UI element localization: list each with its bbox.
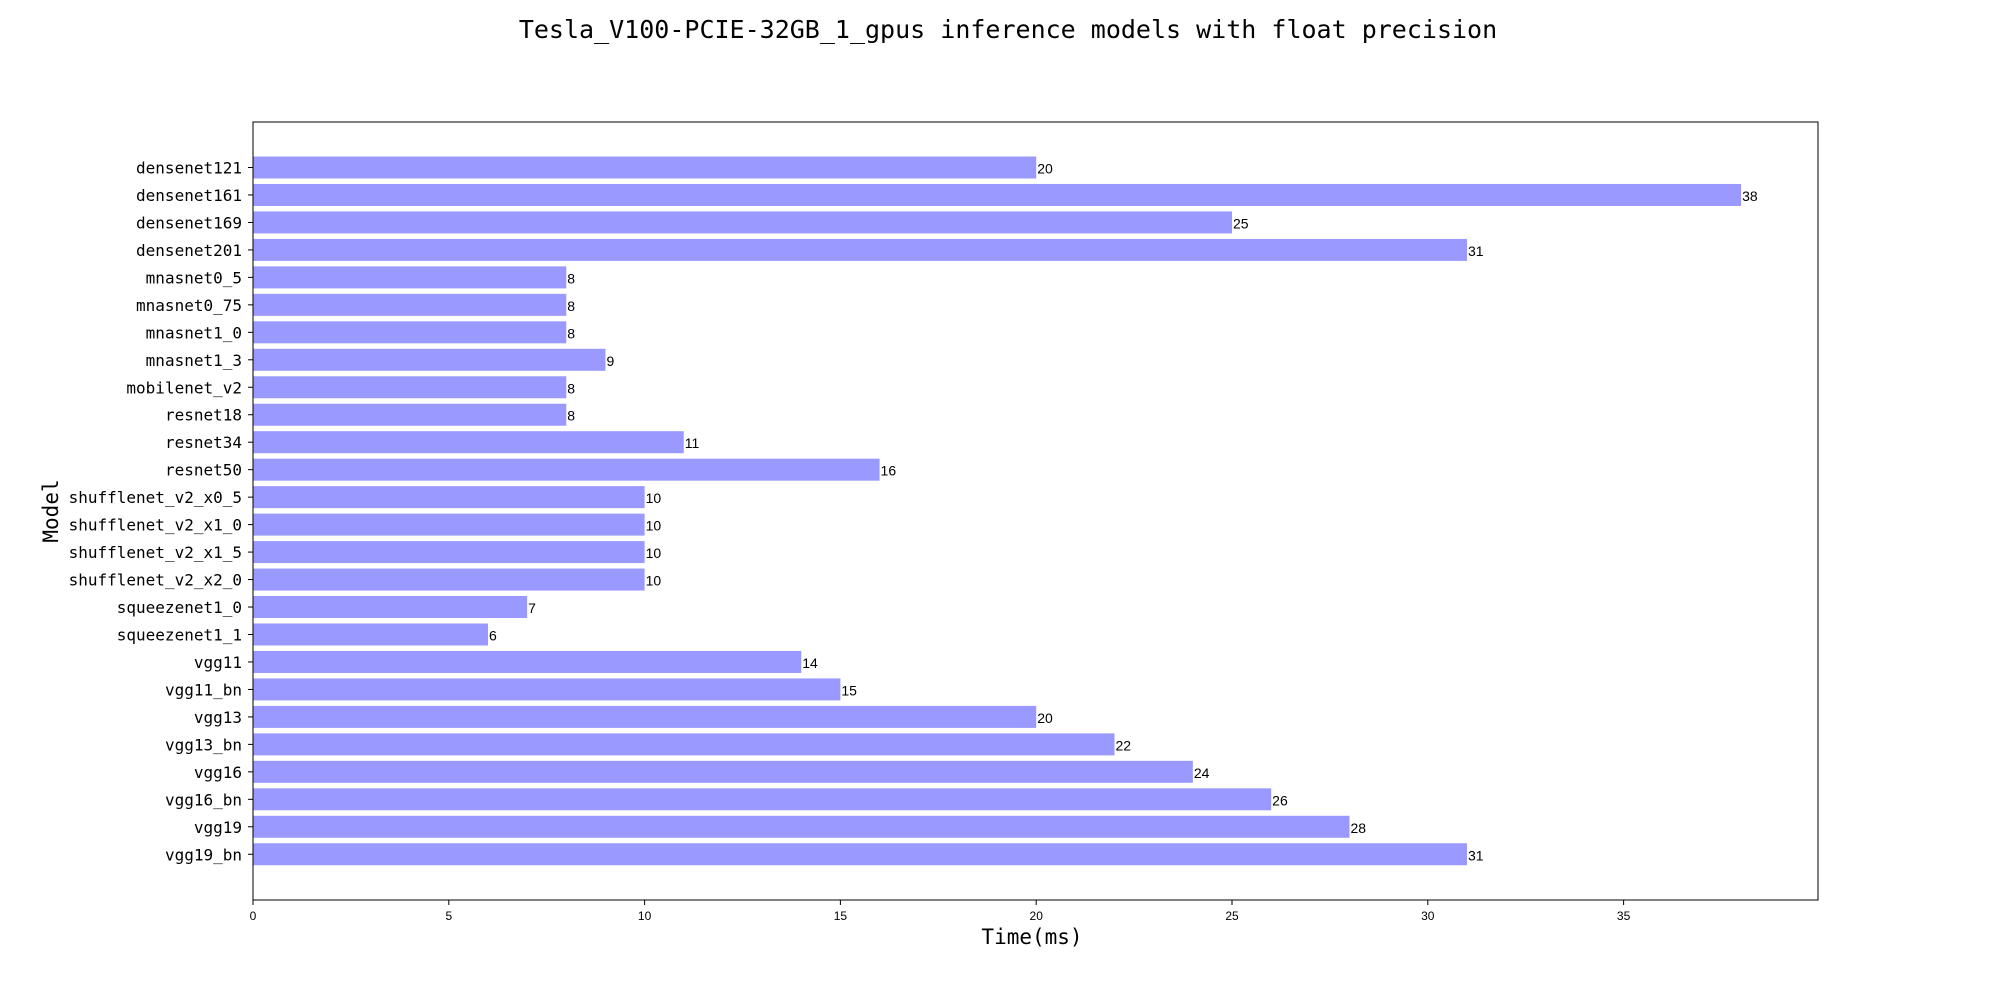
y-tick-label: shufflenet_v2_x1_0: [69, 516, 242, 535]
data-label: 38: [1742, 188, 1758, 204]
y-tick-label: mnasnet1_3: [146, 351, 242, 370]
data-label: 14: [802, 655, 818, 671]
data-label: 20: [1037, 161, 1053, 177]
data-label: 31: [1468, 243, 1484, 259]
y-tick-label: vgg16_bn: [165, 790, 242, 809]
y-tick-label: squeezenet1_0: [117, 598, 242, 617]
bar-vgg11: [253, 650, 802, 673]
bar-shufflenet_v2_x2_0: [253, 568, 645, 591]
y-tick-label: densenet201: [136, 241, 242, 260]
y-tick-label: vgg19: [194, 818, 242, 837]
data-label: 8: [567, 298, 575, 314]
bar-squeezenet1_1: [253, 623, 488, 646]
x-axis-label: Time(ms): [981, 925, 1082, 949]
x-tick-label: 5: [445, 909, 452, 923]
x-tick-label: 20: [1030, 909, 1044, 923]
bar-mnasnet0_5: [253, 266, 567, 289]
y-tick-label: mnasnet1_0: [146, 323, 242, 342]
bar-vgg13: [253, 705, 1037, 728]
data-label: 6: [489, 627, 497, 643]
x-tick-label: 15: [834, 909, 848, 923]
data-labels: 20 38 25 31 8 8 8 9 8 8 11 16 10 10 10 10 7 6 14 15 20 22 24 26…: [489, 161, 1758, 864]
data-label: 7: [528, 600, 536, 616]
y-axis-label: Model: [39, 479, 63, 542]
y-tick-label: vgg13_bn: [165, 735, 242, 754]
bar-densenet121: [253, 156, 1037, 179]
data-label: 10: [646, 573, 662, 589]
x-tick-label: 10: [638, 909, 652, 923]
data-label: 22: [1116, 737, 1132, 753]
bar-resnet18: [253, 403, 567, 426]
bar-mnasnet1_3: [253, 348, 606, 371]
plot-frame: [252, 121, 1819, 901]
bar-mobilenet_v2: [253, 376, 567, 399]
bar-densenet169: [253, 211, 1232, 234]
y-tick-label: densenet161: [136, 186, 242, 205]
bar-mnasnet0_75: [253, 293, 567, 316]
y-tick-label: resnet18: [165, 406, 242, 425]
y-tick-label: shufflenet_v2_x2_0: [69, 571, 242, 590]
data-label: 8: [567, 270, 575, 286]
bar-densenet161: [253, 183, 1742, 206]
bar-vgg16: [253, 760, 1193, 783]
data-label: 9: [606, 353, 614, 369]
y-tick-label: vgg19_bn: [165, 845, 242, 864]
x-axis-ticks: 0 5 10 15 20 25 30 35: [250, 900, 1631, 923]
bar-shufflenet_v2_x1_5: [253, 541, 645, 564]
data-label: 31: [1468, 847, 1484, 863]
bar-vgg19_bn: [253, 843, 1467, 866]
data-label: 25: [1233, 215, 1249, 231]
x-tick-label: 30: [1421, 909, 1435, 923]
x-tick-label: 0: [250, 909, 257, 923]
bar-shufflenet_v2_x0_5: [253, 486, 645, 509]
data-label: 10: [646, 545, 662, 561]
y-tick-label: vgg11: [194, 653, 242, 672]
bar-shufflenet_v2_x1_0: [253, 513, 645, 536]
bars-group: [253, 156, 1742, 866]
bar-vgg19: [253, 815, 1350, 838]
data-label: 15: [841, 682, 857, 698]
y-tick-label: vgg11_bn: [165, 680, 242, 699]
data-label: 26: [1272, 792, 1288, 808]
y-tick-label: vgg13: [194, 708, 242, 727]
y-tick-label: vgg16: [194, 763, 242, 782]
bar-resnet34: [253, 431, 684, 454]
data-label: 10: [646, 518, 662, 534]
bar-resnet50: [253, 458, 880, 481]
y-tick-label: shufflenet_v2_x0_5: [69, 488, 242, 507]
y-tick-label: densenet121: [136, 159, 242, 178]
x-tick-label: 35: [1617, 909, 1631, 923]
data-label: 11: [685, 435, 700, 451]
y-tick-label: densenet169: [136, 213, 242, 232]
y-tick-label: squeezenet1_1: [117, 625, 242, 644]
data-label: 28: [1350, 820, 1366, 836]
data-label: 10: [646, 490, 662, 506]
data-label: 16: [881, 463, 897, 479]
y-tick-labels: densenet121 densenet161 densenet169 densene…: [69, 159, 253, 864]
bar-mnasnet1_0: [253, 321, 567, 344]
y-tick-label: mobilenet_v2: [126, 378, 242, 397]
y-tick-label: shufflenet_v2_x1_5: [69, 543, 242, 562]
data-label: 8: [567, 408, 575, 424]
y-tick-label: resnet50: [165, 461, 242, 480]
bar-vgg11_bn: [253, 678, 841, 701]
data-label: 8: [567, 325, 575, 341]
y-tick-label: mnasnet0_5: [146, 268, 242, 287]
bar-densenet201: [253, 238, 1467, 261]
bar-vgg16_bn: [253, 788, 1272, 811]
data-label: 8: [567, 380, 575, 396]
x-tick-label: 25: [1225, 909, 1239, 923]
data-label: 24: [1194, 765, 1210, 781]
bar-squeezenet1_0: [253, 596, 528, 619]
bar-vgg13_bn: [253, 733, 1115, 756]
y-tick-label: resnet34: [165, 433, 242, 452]
y-tick-label: mnasnet0_75: [136, 296, 242, 315]
data-label: 20: [1037, 710, 1053, 726]
chart-title: Tesla_V100-PCIE-32GB_1_gpus inference mo…: [519, 15, 1497, 44]
